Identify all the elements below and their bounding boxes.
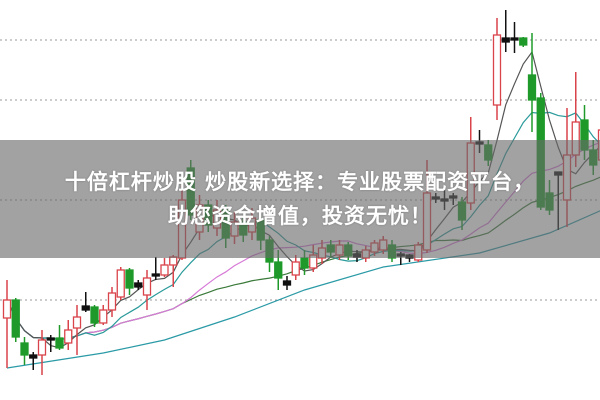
candle-body — [107, 292, 117, 311]
candle — [107, 287, 117, 317]
candle — [55, 325, 64, 350]
candle — [169, 255, 178, 287]
candle — [72, 305, 82, 355]
title-line-2: 助您资金增值，投资无忧！ — [168, 204, 432, 228]
candle — [20, 337, 29, 365]
candle-body — [142, 277, 152, 296]
candle — [29, 352, 38, 370]
candle-body — [501, 37, 510, 43]
candle-body — [37, 339, 47, 356]
candle — [81, 292, 90, 312]
candle — [125, 268, 134, 295]
candle-body — [160, 264, 169, 276]
candle — [11, 298, 20, 342]
candle — [527, 33, 537, 132]
candle — [510, 22, 519, 53]
candle-body — [291, 261, 300, 276]
candle — [492, 18, 502, 120]
candle-body — [492, 34, 502, 106]
candle-body — [134, 282, 143, 288]
candle-body — [125, 269, 134, 289]
candle — [142, 270, 152, 310]
candle-body — [72, 316, 82, 329]
candle — [90, 305, 99, 327]
candle — [64, 320, 73, 350]
candle — [116, 267, 125, 300]
candle — [151, 257, 160, 280]
candle-body — [510, 37, 519, 41]
candle-body — [2, 299, 12, 319]
candle-body — [116, 269, 125, 298]
candle-body — [46, 337, 55, 341]
candle — [160, 258, 169, 277]
candle — [2, 280, 12, 368]
candle-body — [169, 256, 178, 266]
candle — [99, 305, 108, 325]
candle — [519, 37, 528, 47]
candle — [134, 280, 143, 290]
title-line-1: 十倍杠杆炒股 炒股新选择：专业股票配资平台， — [64, 170, 536, 194]
candle-body — [11, 299, 20, 338]
candle — [46, 335, 55, 352]
candle-body — [64, 329, 73, 344]
candle-body — [300, 257, 309, 269]
candle — [282, 276, 292, 290]
candle-body — [20, 342, 29, 356]
candle-body — [151, 273, 160, 277]
candle — [37, 330, 47, 375]
candle — [501, 10, 510, 52]
candle-body — [519, 37, 528, 46]
candle-body — [81, 305, 90, 311]
candle-body — [90, 306, 99, 324]
candle-body — [274, 261, 283, 279]
candle-body — [29, 354, 38, 359]
candle-body — [55, 337, 64, 349]
candle-body — [282, 280, 292, 286]
title-banner: 十倍杠杆炒股 炒股新选择：专业股票配资平台， 助您资金增值，投资无忧！ — [0, 140, 600, 258]
candle — [291, 255, 300, 280]
candle-body — [527, 74, 537, 101]
candle-body — [99, 309, 108, 324]
